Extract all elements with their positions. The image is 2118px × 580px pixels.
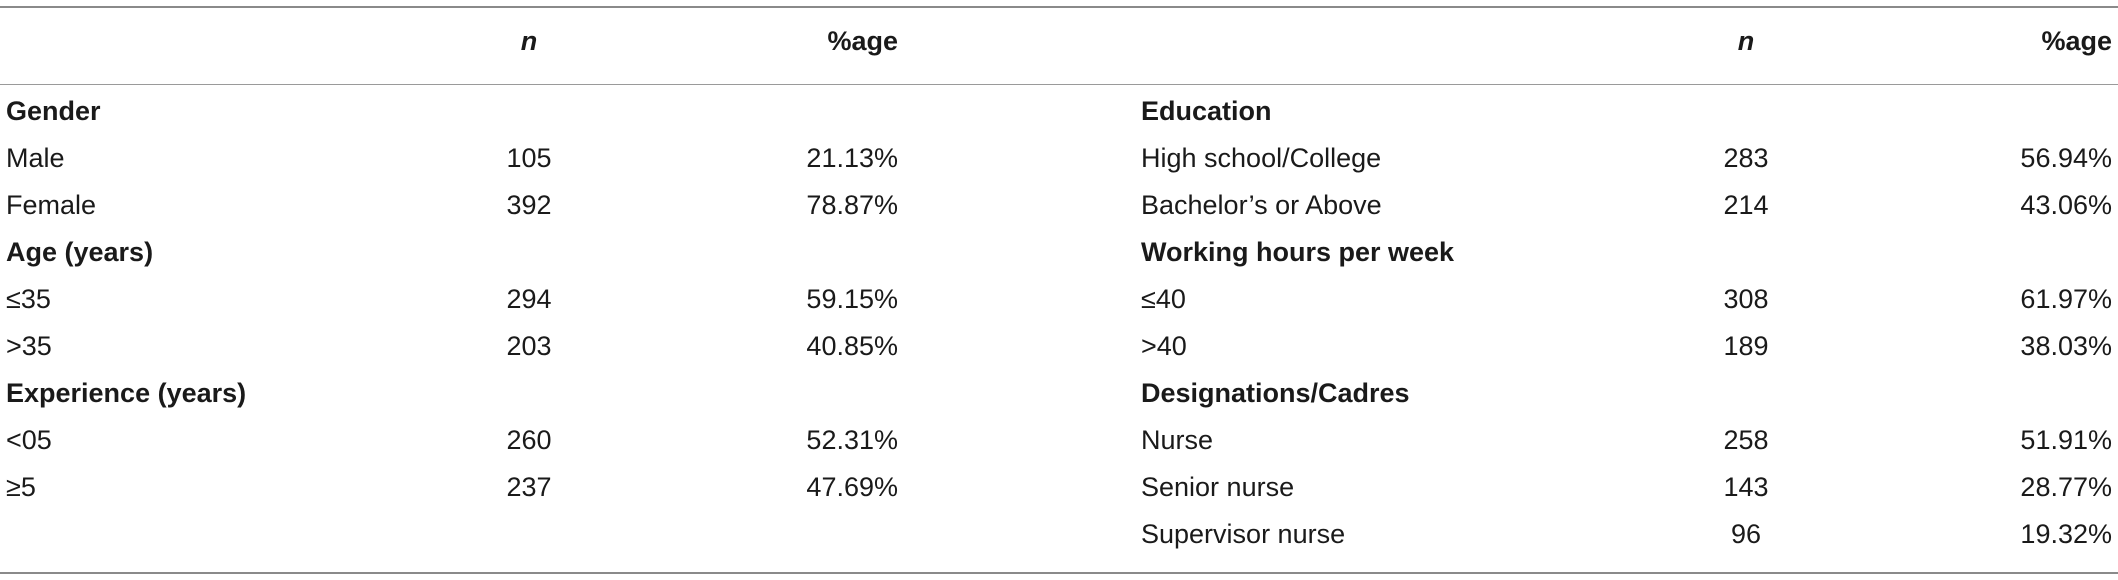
header-pct-right: %age xyxy=(2041,26,2112,56)
table-bottom-rule xyxy=(0,572,2118,574)
row-n-hours-gt40: 189 xyxy=(1723,331,1769,361)
row-pct-supervisor-nurse: 19.32% xyxy=(2020,519,2112,549)
row-pct-senior-nurse: 28.77% xyxy=(2020,472,2112,502)
section-title-age: Age (years) xyxy=(6,237,154,267)
table-top-rule xyxy=(0,6,2118,8)
row-n-senior-nurse: 143 xyxy=(1723,472,1769,502)
row-pct-hours-le40: 61.97% xyxy=(2020,284,2112,314)
row-pct-exp-ge5: 47.69% xyxy=(806,472,898,502)
row-n-supervisor-nurse: 96 xyxy=(1730,519,1762,549)
row-label-age-le35: ≤35 xyxy=(6,284,51,314)
row-pct-age-le35: 59.15% xyxy=(806,284,898,314)
row-label-bachelors: Bachelor’s or Above xyxy=(1141,190,1382,220)
row-label-senior-nurse: Senior nurse xyxy=(1141,472,1295,502)
row-label-hours-gt40: >40 xyxy=(1141,331,1187,361)
row-label-nurse: Nurse xyxy=(1141,425,1214,455)
row-label-hours-le40: ≤40 xyxy=(1141,284,1186,314)
row-n-hours-le40: 308 xyxy=(1723,284,1769,314)
row-pct-bachelors: 43.06% xyxy=(2020,190,2112,220)
row-label-exp-lt05: <05 xyxy=(6,425,52,455)
row-n-bachelors: 214 xyxy=(1723,190,1769,220)
row-n-exp-ge5: 237 xyxy=(506,472,552,502)
row-n-age-le35: 294 xyxy=(506,284,552,314)
row-label-female: Female xyxy=(6,190,97,220)
row-n-age-gt35: 203 xyxy=(506,331,552,361)
row-pct-female: 78.87% xyxy=(806,190,898,220)
row-pct-male: 21.13% xyxy=(806,143,898,173)
row-label-exp-ge5: ≥5 xyxy=(6,472,36,502)
section-title-education: Education xyxy=(1141,96,1272,126)
row-n-male: 105 xyxy=(506,143,552,173)
header-n-right: n xyxy=(1737,26,1755,56)
row-n-female: 392 xyxy=(506,190,552,220)
section-title-gender: Gender xyxy=(6,96,101,126)
row-label-male: Male xyxy=(6,143,65,173)
row-n-highschool: 283 xyxy=(1723,143,1769,173)
header-n-left: n xyxy=(520,26,538,56)
row-pct-exp-lt05: 52.31% xyxy=(806,425,898,455)
row-label-age-gt35: >35 xyxy=(6,331,52,361)
section-title-designations: Designations/Cadres xyxy=(1141,378,1410,408)
row-label-supervisor-nurse: Supervisor nurse xyxy=(1141,519,1346,549)
row-pct-highschool: 56.94% xyxy=(2020,143,2112,173)
section-title-experience: Experience (years) xyxy=(6,378,247,408)
section-title-working-hours: Working hours per week xyxy=(1141,237,1455,267)
row-pct-nurse: 51.91% xyxy=(2020,425,2112,455)
row-label-highschool: High school/College xyxy=(1141,143,1382,173)
row-n-exp-lt05: 260 xyxy=(506,425,552,455)
header-pct-left: %age xyxy=(827,26,898,56)
table-header-rule xyxy=(0,84,2118,85)
row-pct-hours-gt40: 38.03% xyxy=(2020,331,2112,361)
row-pct-age-gt35: 40.85% xyxy=(806,331,898,361)
row-n-nurse: 258 xyxy=(1723,425,1769,455)
